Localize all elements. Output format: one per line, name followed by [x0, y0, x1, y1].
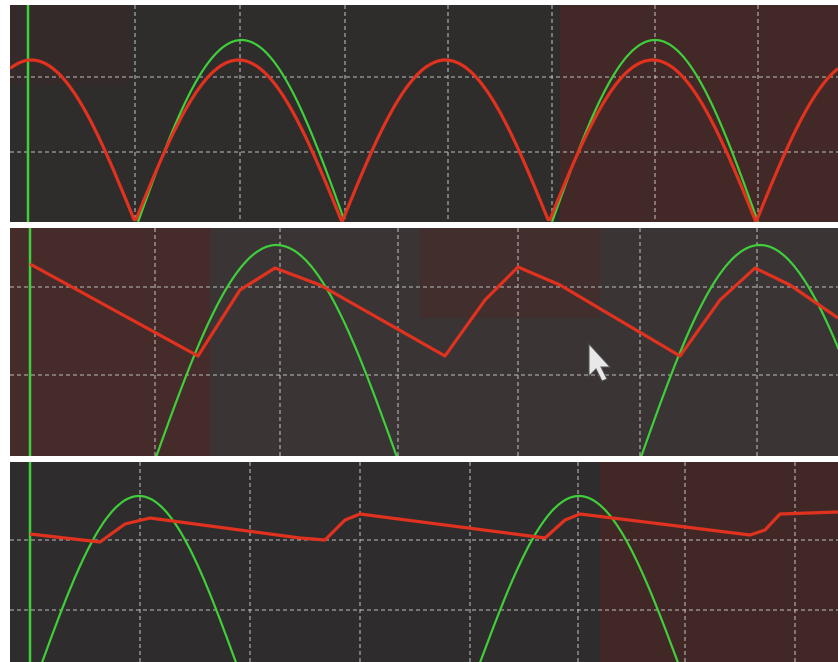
scope-panel — [10, 462, 838, 662]
separator — [0, 222, 838, 228]
oscilloscope-captures — [0, 0, 838, 662]
scope-panel — [10, 228, 838, 460]
glare — [560, 5, 838, 222]
glare — [600, 462, 838, 662]
separator — [0, 456, 838, 462]
page: (() => { const data = JSON.parse(documen… — [0, 0, 838, 662]
scope-panel — [10, 5, 838, 222]
glare — [10, 228, 210, 456]
